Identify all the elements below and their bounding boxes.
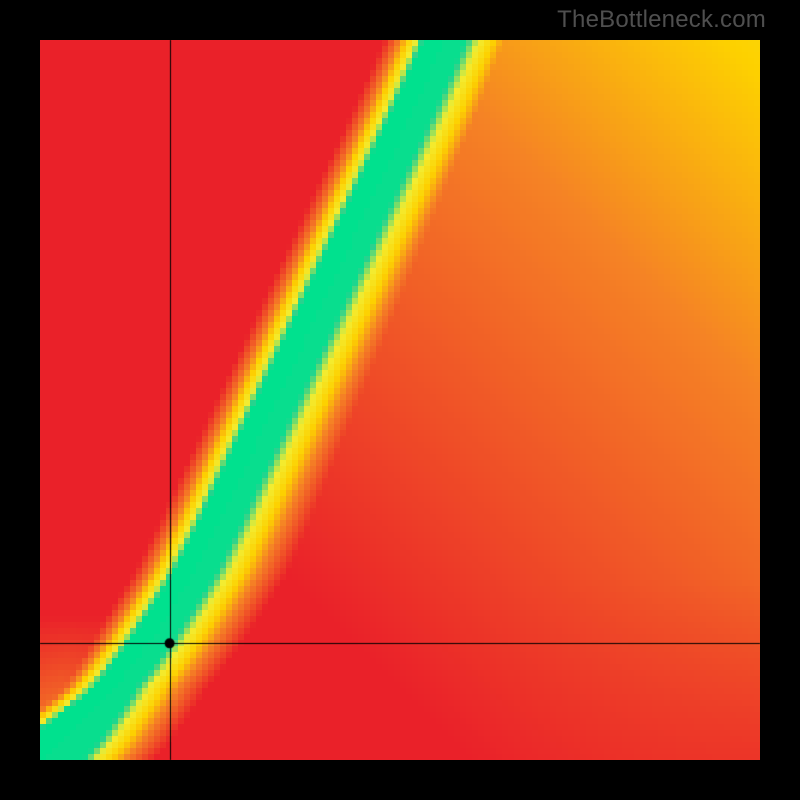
watermark-text: TheBottleneck.com [557,6,766,34]
crosshair-overlay [0,0,800,800]
